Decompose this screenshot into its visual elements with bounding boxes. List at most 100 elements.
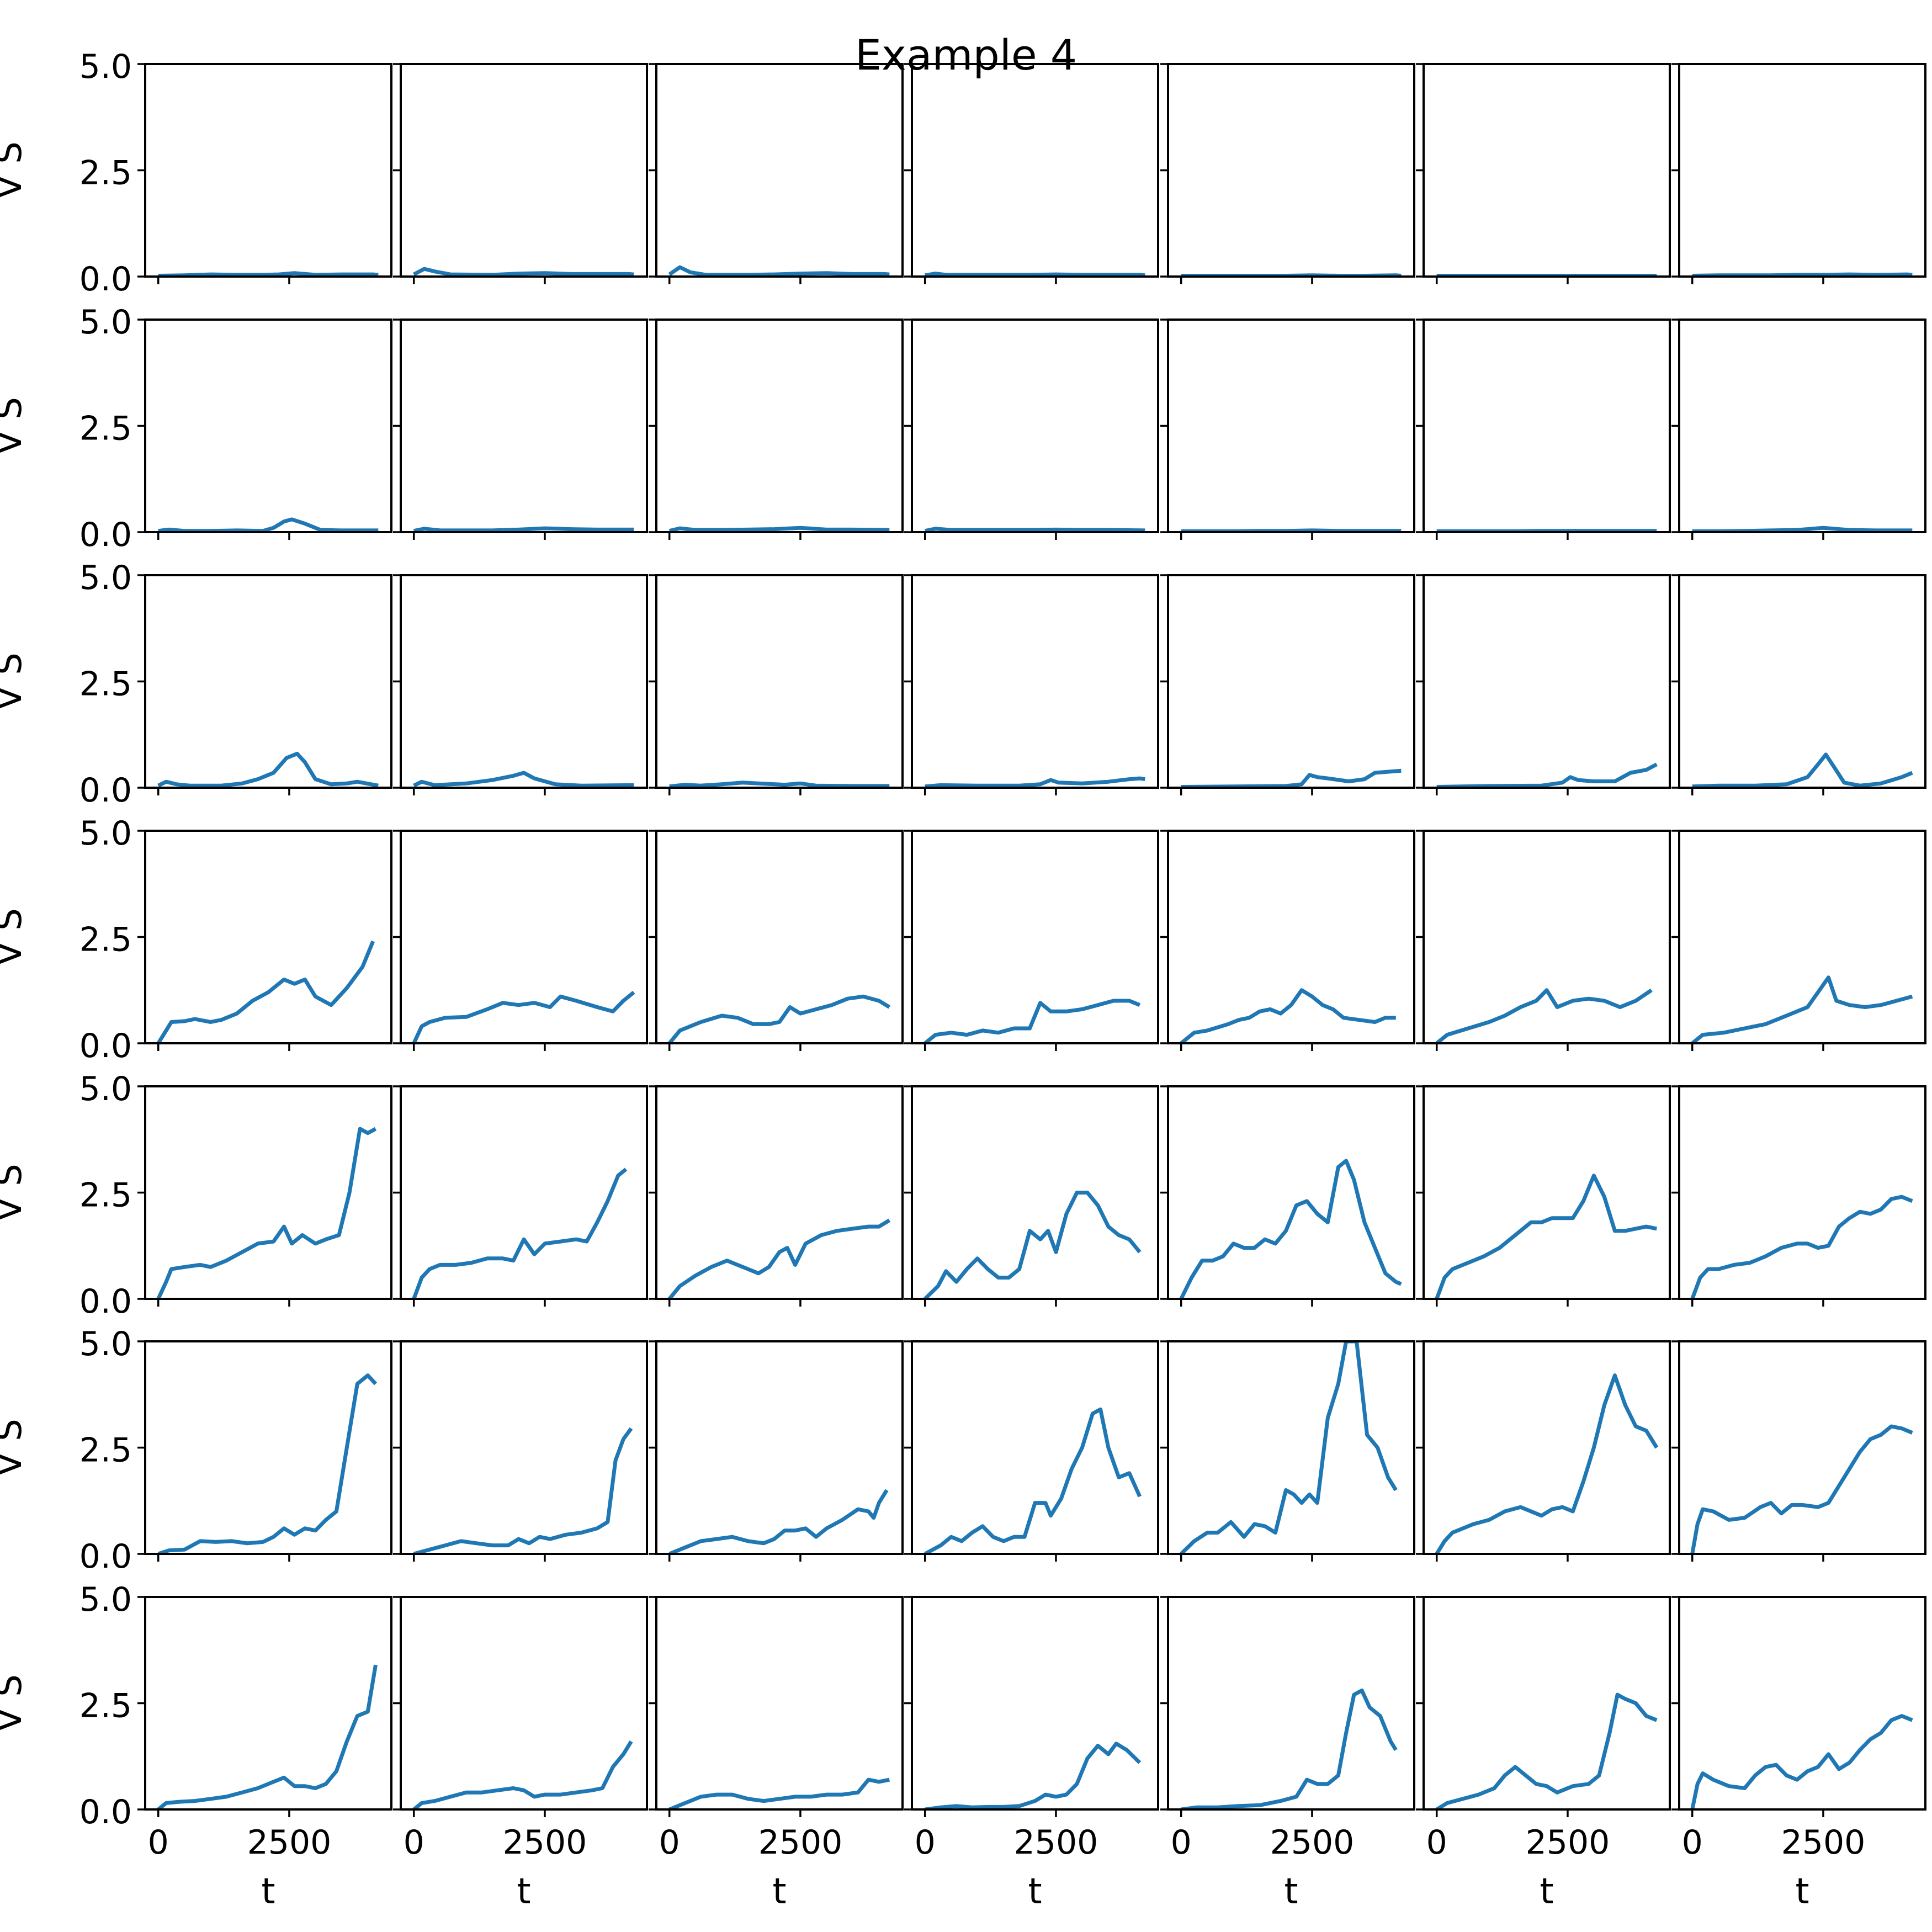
series-line	[1690, 1195, 1913, 1300]
series-line	[669, 781, 890, 789]
subplot-r2-c7	[1671, 319, 1926, 540]
series-line	[925, 776, 1145, 789]
y-tick-label: 0.0	[79, 1282, 132, 1321]
x-tick-label: 2500	[503, 1823, 587, 1862]
subplot-r4-c7	[1671, 830, 1926, 1051]
series-line	[158, 271, 379, 278]
x-axis-label: t	[1284, 1871, 1298, 1912]
series-line	[667, 1218, 891, 1300]
series-line	[925, 272, 1145, 278]
series-line	[1692, 272, 1913, 278]
series-line	[413, 526, 634, 533]
subplot-r5-c7	[1671, 1085, 1926, 1307]
subplot-r7-c4: 0 2500 t	[904, 1596, 1159, 1912]
series-line	[413, 1427, 633, 1555]
series-line	[1690, 1714, 1913, 1810]
series-line	[667, 994, 891, 1044]
subplot-r1-c5	[1160, 63, 1415, 284]
subplot-r6-c3	[649, 1340, 904, 1562]
subplot-r3-c5	[1160, 574, 1415, 795]
y-tick-label: 0.0	[79, 516, 132, 554]
series-line	[1435, 988, 1653, 1044]
subplot-r2-c3	[649, 319, 904, 540]
y-axis-label: V S	[0, 908, 30, 966]
series-line	[1691, 975, 1913, 1044]
subplot-r7-c7: 0 2500 t	[1671, 1596, 1926, 1912]
series-line	[158, 517, 379, 533]
series-line	[668, 1777, 890, 1811]
subplot-r2-c1: 0.0 2.5 5.0 V S	[0, 303, 392, 554]
series-line	[157, 1664, 378, 1811]
y-axis-label: V S	[0, 1164, 30, 1222]
subplot-r7-c5: 0 2500 t	[1160, 1596, 1415, 1912]
x-tick-label: 0	[1682, 1823, 1703, 1862]
subplot-r5-c4	[904, 1085, 1159, 1307]
subplot-r2-c2	[393, 319, 648, 540]
series-line	[413, 267, 634, 277]
y-tick-label: 2.5	[79, 921, 132, 959]
subplot-r6-c2	[393, 1340, 648, 1562]
y-tick-label: 2.5	[79, 410, 132, 448]
x-tick-label: 2500	[758, 1823, 843, 1862]
x-tick-label: 0	[148, 1823, 169, 1862]
series-line	[1436, 762, 1658, 789]
chart-title: Example 4	[855, 30, 1077, 79]
y-axis-label: V S	[0, 397, 30, 455]
series-line	[1692, 752, 1913, 789]
y-tick-label: 2.5	[79, 1687, 132, 1726]
subplot-r3-c2	[393, 574, 648, 795]
y-tick-label: 5.0	[79, 303, 132, 342]
subplot-r2-c5	[1160, 319, 1415, 540]
series-line	[156, 1127, 377, 1300]
subplot-r4-c4	[904, 830, 1159, 1051]
subplot-r4-c5	[1160, 830, 1415, 1051]
y-axis-label: V S	[0, 652, 30, 710]
series-line	[668, 1489, 889, 1555]
x-axis-label: t	[772, 1871, 786, 1912]
series-line	[924, 527, 1145, 533]
subplot-r1-c4	[904, 63, 1159, 284]
subplot-r1-c3	[649, 63, 904, 284]
x-axis-label: t	[517, 1871, 530, 1912]
y-axis-label: V S	[0, 141, 30, 199]
x-tick-label: 2500	[1526, 1823, 1610, 1862]
y-axis-label: V S	[0, 1674, 30, 1732]
subplot-r2-c6	[1416, 319, 1671, 540]
subplot-r7-c6: 0 2500 t	[1416, 1596, 1671, 1912]
subplot-r1-c6	[1416, 63, 1671, 284]
subplot-r4-c2	[393, 830, 648, 1051]
y-tick-label: 5.0	[79, 814, 132, 853]
x-tick-label: 2500	[1014, 1823, 1098, 1862]
series-line	[156, 940, 375, 1044]
series-line	[412, 1740, 633, 1811]
series-line	[412, 1167, 628, 1300]
subplot-r1-c1: 0.0 2.5 5.0 V S	[0, 47, 392, 299]
x-tick-label: 2500	[1270, 1823, 1355, 1862]
subplot-r3-c1: 0.0 2.5 5.0 V S	[0, 559, 392, 810]
series-line	[1181, 1688, 1398, 1811]
y-tick-label: 2.5	[79, 1176, 132, 1215]
series-line	[412, 990, 635, 1044]
y-tick-label: 0.0	[79, 1537, 132, 1576]
y-axis-label: V S	[0, 1419, 30, 1477]
subplot-r1-c2	[393, 63, 648, 284]
series-line	[1179, 1159, 1402, 1300]
y-tick-label: 5.0	[79, 559, 132, 597]
subplot-r4-c1: 0.0 2.5 5.0 V S	[0, 814, 392, 1065]
series-line	[1180, 1340, 1398, 1555]
y-tick-label: 2.5	[79, 1431, 132, 1470]
x-tick-label: 2500	[1781, 1823, 1866, 1862]
series-line	[1435, 1373, 1659, 1555]
x-tick-label: 0	[659, 1823, 680, 1862]
subplot-r5-c1: 0.0 2.5 5.0 V S	[0, 1070, 392, 1321]
subplot-r1-c7	[1671, 63, 1926, 284]
x-axis-label: t	[261, 1871, 275, 1912]
subplot-r6-c5	[1160, 1340, 1415, 1562]
subplot-grid: 0.0 2.5 5.0 V S 0.0 2.5 5.0 V S 0.0 2.5 5.0 V S 0.0 2…	[0, 47, 1926, 1912]
x-tick-label: 0	[915, 1823, 936, 1862]
series-line	[924, 1407, 1142, 1555]
subplot-r5-c5	[1160, 1085, 1415, 1307]
series-line	[668, 265, 890, 277]
